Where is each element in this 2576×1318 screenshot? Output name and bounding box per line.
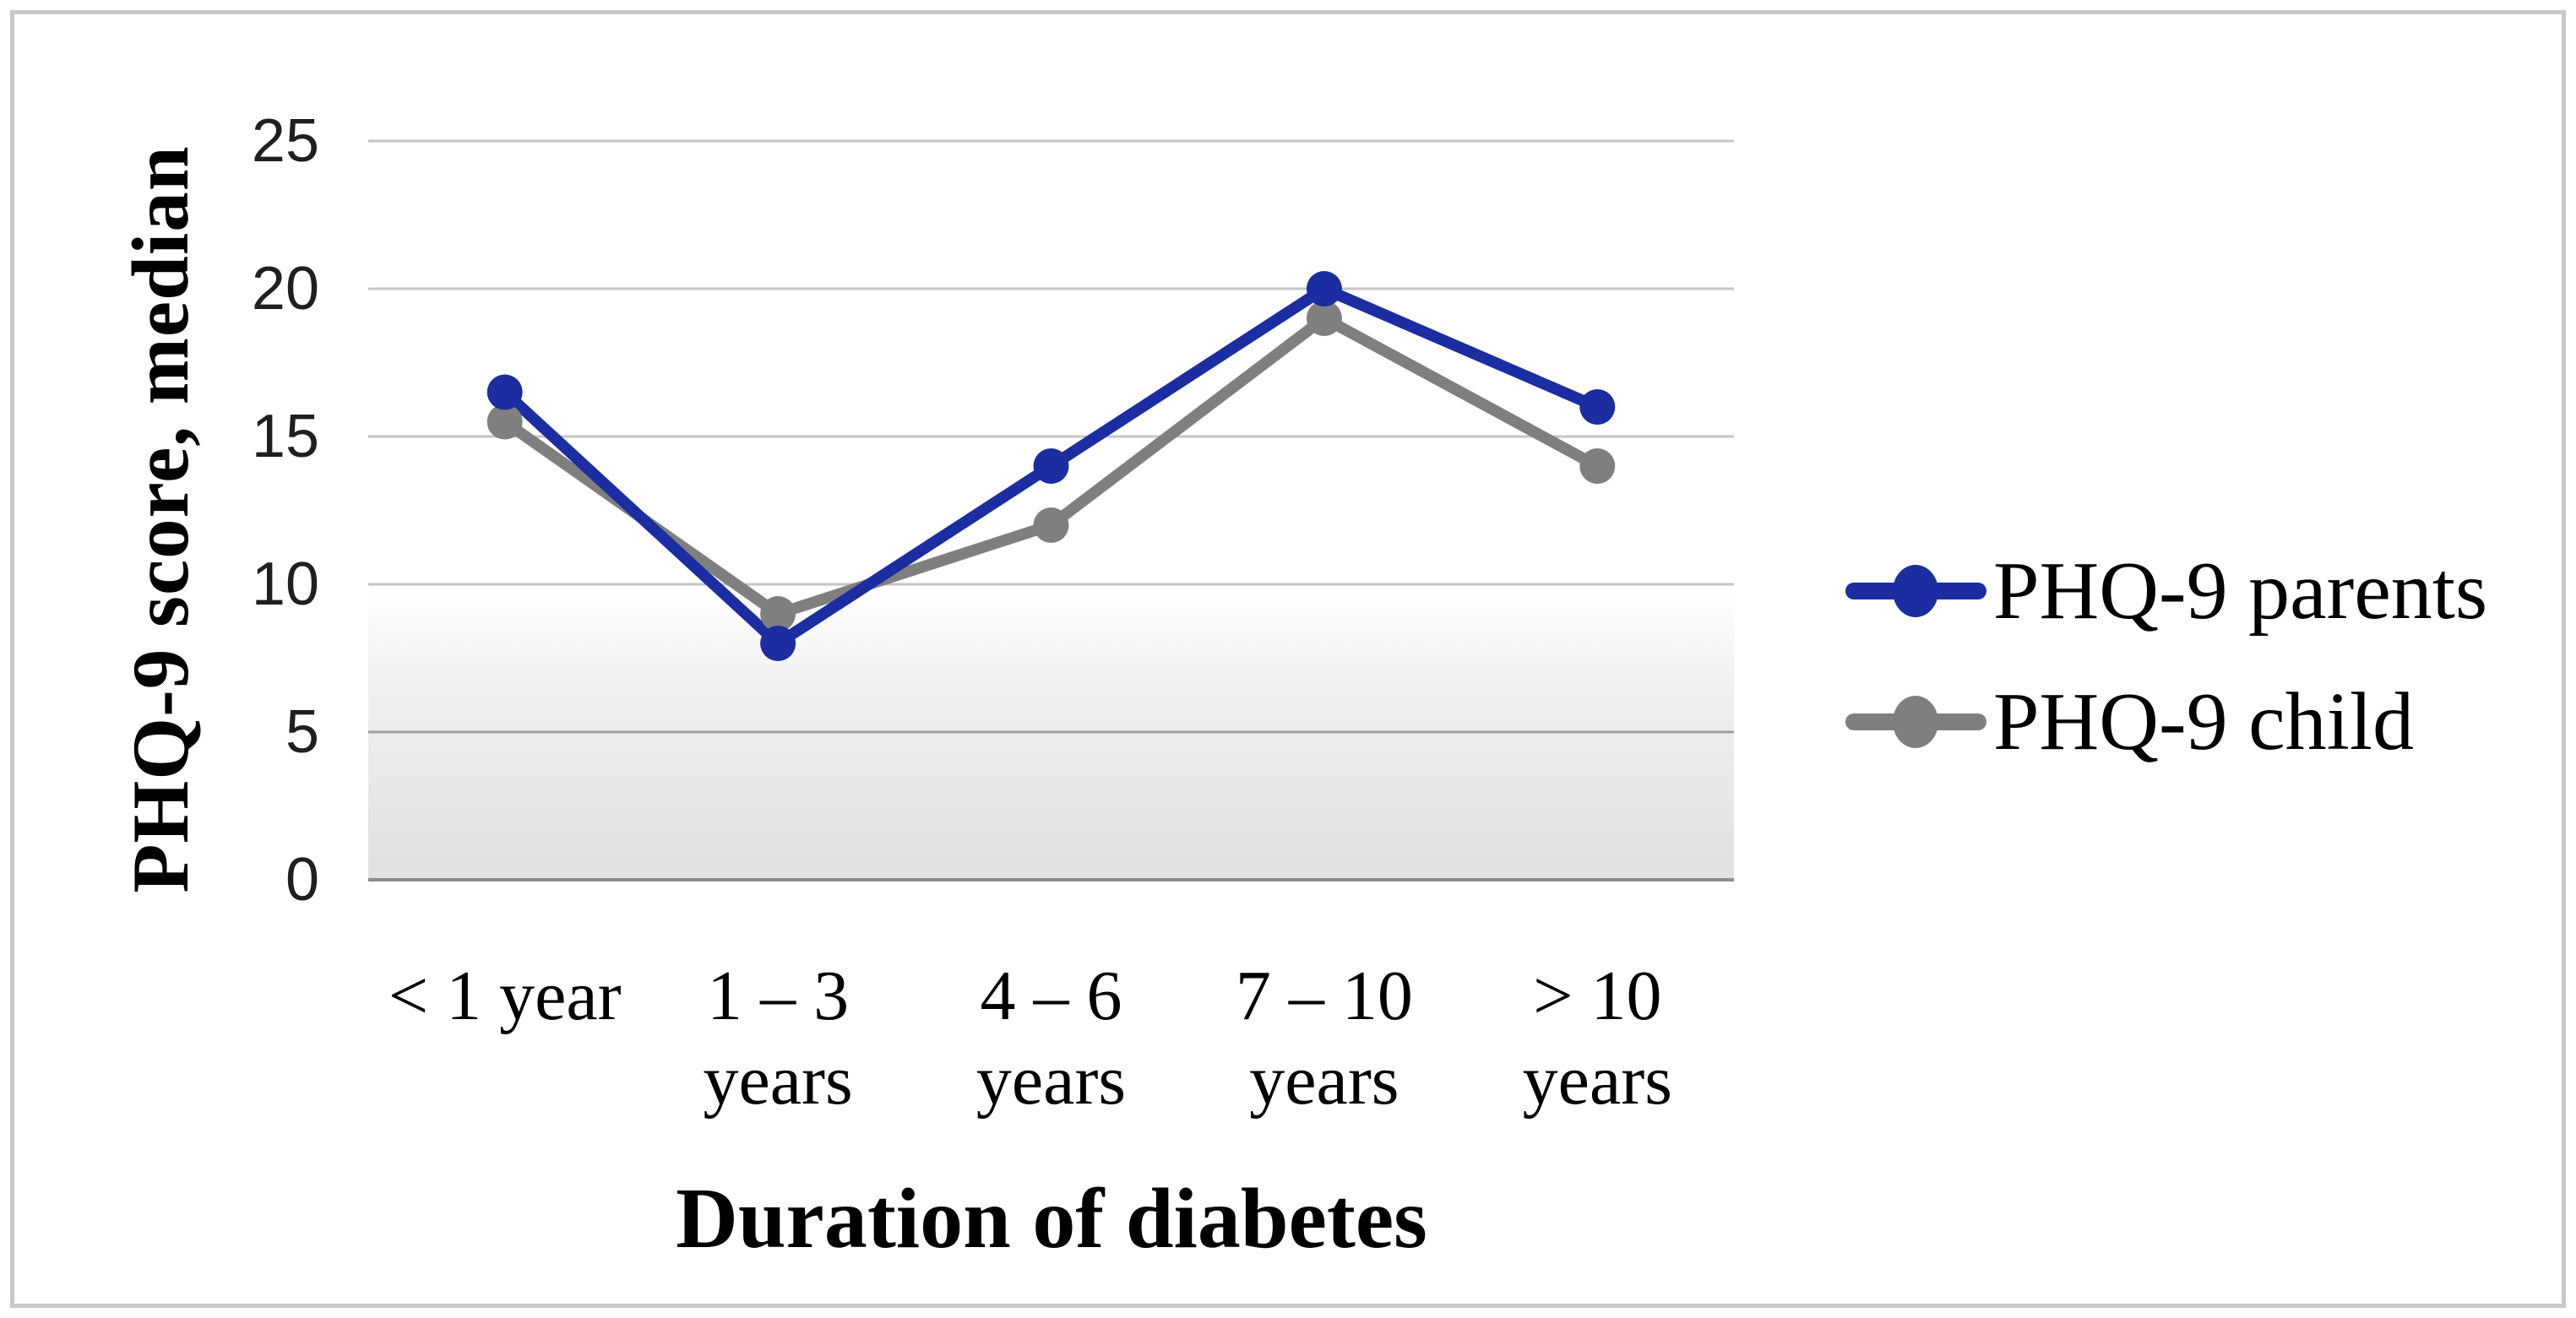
x-tick-label-3: 7 – 10 years (1235, 957, 1413, 1120)
legend-dot (1893, 565, 1938, 617)
plot-background (368, 593, 1734, 880)
data-point-phq-9-child-2 (1033, 507, 1069, 543)
y-tick-label-25: 25 (251, 107, 319, 175)
data-point-phq-9-child-3 (1306, 301, 1342, 336)
gridlines (368, 139, 1734, 881)
legend-label: PHQ-9 parents (1993, 545, 2488, 637)
x-tick-label-0: < 1 year (388, 957, 622, 1035)
data-point-phq-9-child-1 (760, 596, 796, 632)
plot-gradient-band (368, 593, 1734, 880)
legend-line-marker-icon (1845, 536, 1986, 646)
series-lines (486, 271, 1616, 661)
y-tick-label-0: 0 (285, 846, 319, 914)
x-tick-label-4: > 10 years (1522, 957, 1672, 1120)
x-axis-title: Duration of diabetes (676, 1171, 1427, 1266)
y-tick-label-10: 10 (251, 551, 319, 618)
data-point-phq-9-child-0 (486, 404, 523, 440)
data-point-phq-9-parents-2 (1033, 448, 1069, 484)
legend-item-phq-9-parents: PHQ-9 parents (1845, 536, 2487, 646)
x-tick-label-1: 1 – 3 years (703, 957, 853, 1120)
legend-item-phq-9-child: PHQ-9 child (1845, 667, 2414, 777)
y-tick-label-20: 20 (251, 255, 319, 323)
legend-label: PHQ-9 child (1993, 676, 2415, 767)
y-tick-label-15: 15 (251, 403, 319, 470)
legend-line-marker-icon (1845, 667, 1986, 777)
data-point-phq-9-child-4 (1579, 448, 1616, 484)
legend-dot (1893, 696, 1938, 748)
data-point-phq-9-parents-1 (760, 626, 796, 661)
x-tick-label-2: 4 – 6 years (976, 957, 1127, 1120)
y-tick-label-5: 5 (285, 698, 319, 766)
data-point-phq-9-parents-0 (486, 374, 523, 410)
data-point-phq-9-parents-4 (1579, 389, 1616, 425)
data-point-phq-9-parents-3 (1306, 271, 1342, 306)
